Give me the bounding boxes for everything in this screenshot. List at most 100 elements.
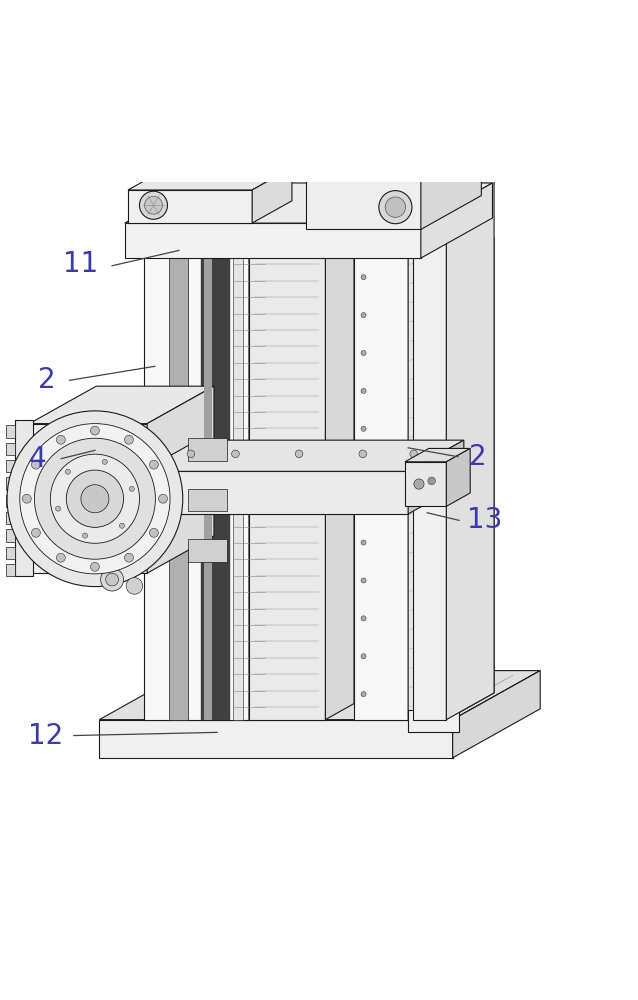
Circle shape xyxy=(149,528,158,537)
Polygon shape xyxy=(453,671,540,758)
Polygon shape xyxy=(413,198,447,720)
Polygon shape xyxy=(6,460,15,472)
Polygon shape xyxy=(252,168,292,223)
Circle shape xyxy=(149,460,158,469)
Polygon shape xyxy=(453,671,540,758)
Polygon shape xyxy=(144,252,249,720)
Circle shape xyxy=(31,528,40,537)
Circle shape xyxy=(106,573,119,586)
Circle shape xyxy=(361,426,366,431)
Circle shape xyxy=(7,411,182,587)
Circle shape xyxy=(124,435,133,444)
Polygon shape xyxy=(29,386,214,424)
Circle shape xyxy=(281,680,292,691)
Circle shape xyxy=(22,494,31,503)
Polygon shape xyxy=(447,448,470,506)
Circle shape xyxy=(359,450,367,458)
Text: 2: 2 xyxy=(38,366,56,394)
Polygon shape xyxy=(125,183,493,223)
Polygon shape xyxy=(249,236,278,720)
Polygon shape xyxy=(33,529,48,551)
Circle shape xyxy=(385,197,406,217)
Text: 4: 4 xyxy=(29,445,47,473)
Polygon shape xyxy=(434,132,468,175)
Circle shape xyxy=(361,275,366,280)
Polygon shape xyxy=(421,141,481,229)
Circle shape xyxy=(102,459,107,464)
Polygon shape xyxy=(100,720,453,758)
Circle shape xyxy=(56,553,65,562)
Polygon shape xyxy=(447,171,494,720)
Circle shape xyxy=(81,485,109,513)
Polygon shape xyxy=(348,132,468,151)
Circle shape xyxy=(159,494,168,503)
Circle shape xyxy=(124,553,133,562)
Circle shape xyxy=(361,388,366,393)
Polygon shape xyxy=(306,141,481,175)
Circle shape xyxy=(130,486,135,491)
Circle shape xyxy=(20,424,170,574)
Circle shape xyxy=(361,540,366,545)
Polygon shape xyxy=(128,190,252,223)
Polygon shape xyxy=(408,440,464,514)
Text: 12: 12 xyxy=(27,722,63,750)
Polygon shape xyxy=(405,448,470,462)
Polygon shape xyxy=(15,420,33,576)
Text: 13: 13 xyxy=(467,506,502,534)
Circle shape xyxy=(31,460,40,469)
Circle shape xyxy=(101,568,124,591)
Circle shape xyxy=(91,426,100,435)
Circle shape xyxy=(361,654,366,659)
Circle shape xyxy=(361,313,366,318)
Polygon shape xyxy=(201,252,230,720)
Polygon shape xyxy=(447,238,494,720)
Text: 2: 2 xyxy=(470,443,487,471)
Polygon shape xyxy=(142,440,464,471)
Polygon shape xyxy=(408,225,456,720)
Polygon shape xyxy=(188,438,226,461)
Polygon shape xyxy=(249,252,325,720)
Polygon shape xyxy=(233,252,242,720)
Circle shape xyxy=(198,680,209,691)
Circle shape xyxy=(232,450,239,458)
Polygon shape xyxy=(421,183,493,258)
Circle shape xyxy=(361,578,366,583)
Circle shape xyxy=(410,450,417,458)
Circle shape xyxy=(295,450,303,458)
Circle shape xyxy=(126,578,143,594)
Polygon shape xyxy=(6,495,15,507)
Circle shape xyxy=(428,477,436,485)
Circle shape xyxy=(377,680,387,691)
Polygon shape xyxy=(142,471,408,514)
Polygon shape xyxy=(6,564,15,576)
Polygon shape xyxy=(125,223,421,258)
Polygon shape xyxy=(405,462,447,506)
Circle shape xyxy=(361,692,366,697)
Circle shape xyxy=(56,435,65,444)
Polygon shape xyxy=(6,547,15,559)
Polygon shape xyxy=(29,424,147,573)
Polygon shape xyxy=(100,671,540,720)
Circle shape xyxy=(361,350,366,356)
Polygon shape xyxy=(6,425,15,438)
Polygon shape xyxy=(306,175,421,229)
Polygon shape xyxy=(418,264,447,720)
Polygon shape xyxy=(325,236,354,720)
Circle shape xyxy=(234,198,245,209)
Circle shape xyxy=(187,450,195,458)
Circle shape xyxy=(145,196,163,214)
Circle shape xyxy=(140,191,168,219)
Circle shape xyxy=(34,438,156,559)
Polygon shape xyxy=(6,477,15,490)
Polygon shape xyxy=(147,386,214,573)
Circle shape xyxy=(65,469,70,474)
Polygon shape xyxy=(188,489,226,511)
Circle shape xyxy=(56,506,61,511)
Circle shape xyxy=(379,191,412,224)
Polygon shape xyxy=(354,252,408,720)
Circle shape xyxy=(386,198,397,209)
Polygon shape xyxy=(188,539,226,562)
Circle shape xyxy=(50,454,140,543)
Circle shape xyxy=(361,502,366,507)
Circle shape xyxy=(182,198,194,209)
